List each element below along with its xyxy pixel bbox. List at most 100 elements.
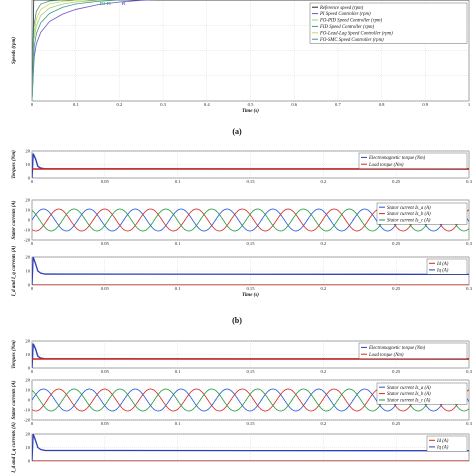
x-tick-label: 0.2 [320, 179, 326, 184]
x-tick-label: 1 [468, 102, 471, 107]
chart-stator_c: 0 0.05 0.1 0.15 0.2 0.25 0.3 -20 -10 0 10 20 Stator … [12, 378, 473, 426]
y-tick-label: -20 [24, 238, 31, 243]
legend-entry: FID Speed Controller (rpm) [319, 25, 374, 30]
x-tick-label: 0 [31, 369, 34, 374]
x-tick-label: 0.8 [379, 102, 385, 107]
legend: Reference speed (rpm)PI Speed Controller… [309, 2, 468, 44]
x-tick-label: 0.25 [392, 179, 401, 184]
x-tick-label: 0.6 [291, 102, 297, 107]
x-tick-label: 0.1 [175, 369, 181, 374]
series-group [32, 0, 469, 101]
y-axis-label: I_d and I_q currents (A) [12, 245, 17, 297]
x-tick-label: 0.1 [175, 286, 181, 291]
legend-entry: Reference speed (rpm) [319, 6, 364, 11]
legend-entry: Stator current Is_c (A) [387, 399, 431, 404]
legend-entry: FO-PID Speed Controller (rpm) [319, 19, 382, 24]
y-tick-label: 0 [28, 398, 31, 403]
x-tick-label: 0.7 [335, 102, 341, 107]
x-tick-label: 0.3 [466, 241, 472, 246]
legend-box [426, 435, 468, 452]
y-tick-label: 20 [25, 378, 30, 383]
legend-entry: Iq (A) [436, 446, 449, 451]
series-line-2 [32, 388, 469, 412]
x-axis-label: Time (s) [242, 109, 259, 114]
y-tick-label: 10 [25, 269, 30, 274]
y-axis-label: Stator currents (A) [12, 380, 17, 419]
y-axis-label: Stator currents (A) [12, 200, 17, 239]
x-tick-label: 0.25 [392, 421, 401, 426]
x-tick-label: 0.05 [101, 369, 110, 374]
chart-torque_b: 0 0.05 0.1 0.15 0.2 0.25 0.301020Electromagnet… [12, 149, 473, 184]
legend-box [426, 258, 468, 275]
y-tick-label: 20 [25, 149, 30, 154]
legend-entry: FO-SMC Speed Controller (rpm) [319, 38, 384, 43]
annotation-label: PI [122, 1, 126, 6]
y-tick-label: 10 [25, 208, 30, 213]
y-tick-label: -20 [24, 418, 31, 423]
x-tick-label: 0.05 [101, 179, 110, 184]
legend-entry: Id (A) [436, 262, 449, 267]
y-tick-label: 20 [25, 255, 30, 260]
x-tick-label: 0.3 [160, 102, 166, 107]
legend: Electromagnetic torque (Nm) Load torque (… [358, 152, 468, 169]
y-tick-label: 0 [28, 366, 31, 371]
y-tick-label: 20 [25, 432, 30, 437]
x-tick-label: 0.05 [101, 241, 110, 246]
y-tick-label: 10 [25, 352, 30, 357]
legend-entry: Load torque (Nm) [368, 163, 404, 168]
legend: Id (A) Iq (A) [426, 435, 468, 452]
x-tick-label: 0.05 [101, 421, 110, 426]
series-group [32, 257, 469, 285]
legend: Stator current Is_a (A)Stator current Is… [376, 382, 468, 405]
chart-torque_c: 0 0.05 0.1 0.15 0.2 0.25 0.301020Electromagnet… [12, 339, 473, 374]
legend-box [376, 202, 468, 225]
x-tick-label: 0.3 [466, 369, 472, 374]
series-line-2 [32, 434, 469, 461]
y-tick-label: 10 [25, 445, 30, 450]
legend-entry: PI Speed Controller (rpm) [319, 12, 371, 17]
legend: Stator current Is_a (A)Stator current Is… [376, 202, 468, 225]
chart-stator_b: 0 0.05 0.1 0.15 0.2 0.25 0.3 -20 -10 0 10 20 Stator … [12, 198, 473, 246]
legend-entry: Stator current Is_c (A) [387, 219, 431, 224]
x-tick-label: 0.4 [204, 102, 210, 107]
series-line-2 [32, 208, 469, 232]
x-tick-label: 0.15 [246, 286, 255, 291]
legend-entry: Electromagnetic torque (Nm) [368, 156, 426, 161]
legend-entry: Stator current Is_b (A) [387, 392, 431, 397]
y-tick-label: 0 [28, 218, 31, 223]
x-tick-label: 0.2 [320, 286, 326, 291]
legend-box [358, 152, 468, 169]
x-tick-label: 0.2 [320, 421, 326, 426]
legend-entry: Iq (A) [436, 269, 449, 274]
y-tick-label: -10 [24, 228, 31, 233]
legend-entry: FO-Lead-Lag Speed Controller (rpm) [319, 31, 393, 36]
legend-entry: Electromagnetic torque (Nm) [368, 346, 426, 351]
x-tick-label: 0.1 [73, 102, 79, 107]
x-tick-label: 0.2 [320, 369, 326, 374]
series-line-5 [32, 0, 98, 101]
series-line-6 [32, 0, 76, 101]
y-tick-label: 20 [25, 339, 30, 344]
x-axis-label: Time (s) [242, 293, 259, 298]
x-tick-label: 0.1 [175, 241, 181, 246]
y-tick-label: 10 [25, 162, 30, 167]
legend: Id (A) Iq (A) [426, 258, 468, 275]
x-tick-label: 0 [31, 241, 34, 246]
y-tick-label: -10 [24, 408, 31, 413]
y-tick-label: 10 [25, 388, 30, 393]
chart-idq_c: 0 10 20 Id (A) Iq (A) I_d and I_q currents (A… [12, 422, 470, 474]
x-tick-label: 0.9 [422, 102, 428, 107]
y-tick-label: 0 [28, 459, 31, 464]
x-tick-label: 0 [31, 421, 34, 426]
y-tick-label: 0 [28, 176, 31, 181]
y-tick-label: 0 [28, 283, 31, 288]
x-tick-label: 0 [31, 102, 34, 107]
annotation-label: FO-PI [100, 1, 111, 6]
x-tick-label: 0.3 [466, 421, 472, 426]
legend-entry: Stator current Is_a (A) [387, 386, 431, 391]
x-tick-label: 0.15 [246, 241, 255, 246]
series-line-2 [32, 0, 158, 101]
legend-box [358, 342, 468, 359]
